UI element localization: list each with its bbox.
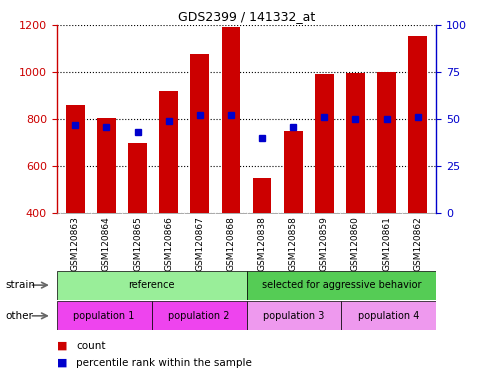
Text: ■: ■	[57, 341, 67, 351]
Text: GSM120858: GSM120858	[289, 216, 298, 271]
Text: GSM120868: GSM120868	[226, 216, 236, 271]
Bar	[128, 142, 147, 213]
Text: GSM120867: GSM120867	[195, 216, 204, 271]
Bar	[253, 178, 271, 213]
Text: population 1: population 1	[73, 311, 135, 321]
Text: strain: strain	[5, 280, 35, 290]
Bar	[57, 271, 246, 300]
Bar	[284, 131, 303, 213]
Text: GSM120866: GSM120866	[164, 216, 173, 271]
Text: population 2: population 2	[168, 311, 230, 321]
Bar	[190, 55, 209, 213]
Text: GDS2399 / 141332_at: GDS2399 / 141332_at	[178, 10, 315, 23]
Text: ■: ■	[57, 358, 67, 368]
Bar	[346, 73, 365, 213]
Text: population 3: population 3	[263, 311, 324, 321]
Text: selected for aggressive behavior: selected for aggressive behavior	[262, 280, 421, 290]
Bar	[377, 72, 396, 213]
Text: percentile rank within the sample: percentile rank within the sample	[76, 358, 252, 368]
Text: GSM120859: GSM120859	[320, 216, 329, 271]
Text: GSM120861: GSM120861	[382, 216, 391, 271]
Bar	[408, 36, 427, 213]
Text: population 4: population 4	[358, 311, 420, 321]
Text: GSM120863: GSM120863	[71, 216, 80, 271]
Bar	[57, 301, 152, 330]
Text: other: other	[5, 311, 33, 321]
Text: GSM120838: GSM120838	[257, 216, 267, 271]
Text: count: count	[76, 341, 106, 351]
Bar	[66, 105, 85, 213]
Text: GSM120864: GSM120864	[102, 216, 111, 271]
Bar	[246, 271, 436, 300]
Bar	[159, 91, 178, 213]
Bar	[315, 74, 334, 213]
Bar	[152, 301, 246, 330]
Text: reference: reference	[128, 280, 175, 290]
Bar	[341, 301, 436, 330]
Bar	[246, 301, 341, 330]
Text: GSM120862: GSM120862	[413, 216, 422, 271]
Text: GSM120860: GSM120860	[351, 216, 360, 271]
Bar	[97, 118, 116, 213]
Text: GSM120865: GSM120865	[133, 216, 142, 271]
Bar	[222, 27, 240, 213]
